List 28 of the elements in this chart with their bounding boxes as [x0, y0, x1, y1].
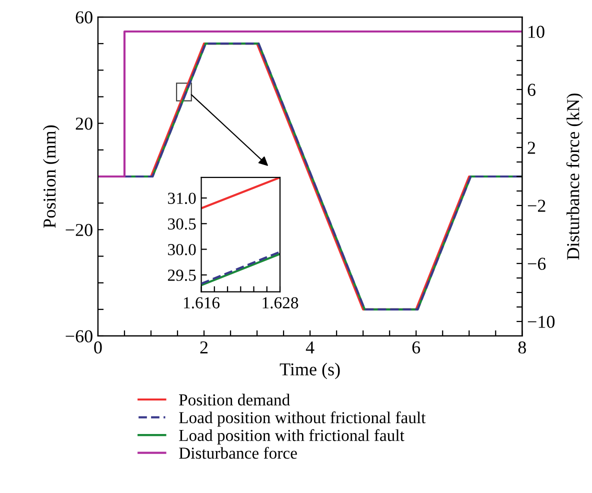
- y2-tick-label: −6: [528, 258, 546, 270]
- x-tick-label: 1.628: [262, 297, 298, 309]
- y-tick-label: 30.0: [168, 244, 196, 256]
- y-tick-label: 30.5: [168, 218, 196, 230]
- y-tick-label: 31.0: [168, 192, 196, 204]
- legend-label: Position demand: [179, 394, 290, 406]
- x-tick-label: 0: [94, 341, 102, 354]
- y2-axis-title: Disturbance force (kN): [566, 94, 583, 260]
- y2-tick-label: 6: [528, 84, 536, 96]
- y2-tick-label: 2: [528, 142, 536, 154]
- x-tick-label: 4: [306, 341, 314, 354]
- y2-tick-label: 10: [528, 26, 544, 38]
- x-tick-label: 8: [518, 341, 526, 354]
- y-tick-label: −60: [66, 330, 92, 342]
- y2-tick-label: −10: [528, 316, 555, 328]
- x-tick-label: 6: [412, 341, 420, 354]
- x-axis-title: Time (s): [280, 362, 340, 380]
- y2-tick-label: −2: [528, 200, 546, 212]
- legend-label: Disturbance force: [179, 446, 297, 459]
- x-tick-label: 1.616: [184, 297, 220, 309]
- y-tick-label: 60: [76, 11, 92, 24]
- y-tick-label: 29.5: [168, 270, 196, 281]
- y-tick-label: 20: [76, 118, 92, 130]
- x-tick-label: 2: [200, 341, 208, 354]
- y-tick-label: −20: [66, 224, 92, 236]
- y-axis-title: Position (mm): [42, 125, 60, 228]
- legend-label: Load position without frictional fault: [179, 411, 426, 427]
- legend-label: Load position with frictional fault: [179, 429, 404, 444]
